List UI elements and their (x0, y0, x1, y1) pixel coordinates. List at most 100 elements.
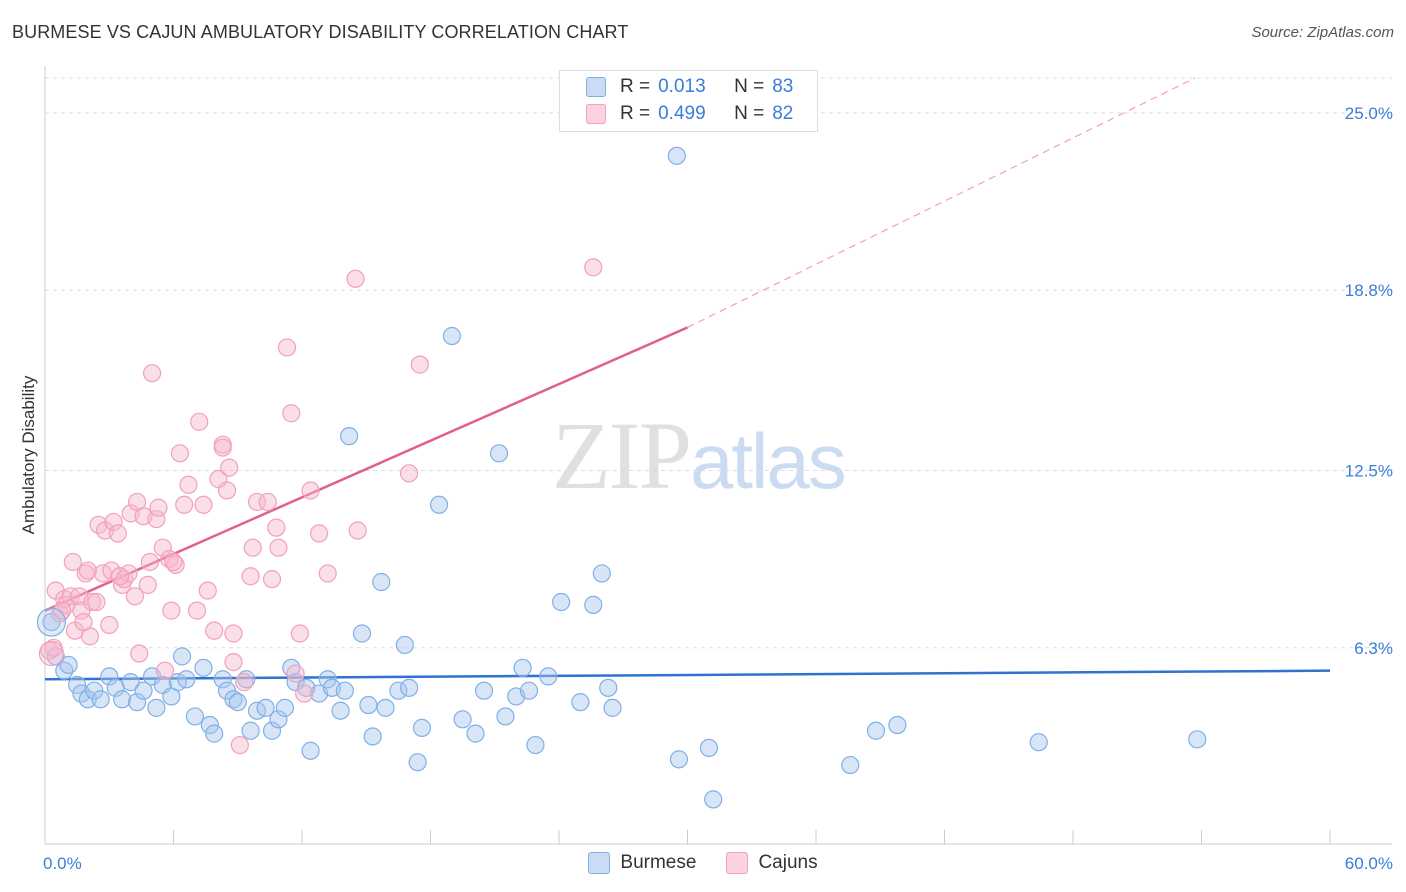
y-tick-label: 18.8% (1345, 281, 1393, 300)
legend-swatch-burmese (586, 77, 606, 97)
grid-lines (45, 77, 1392, 649)
burmese-point (888, 715, 907, 735)
cajuns-point (269, 538, 288, 557)
cajuns-point (153, 538, 172, 557)
burmese-point (127, 693, 147, 712)
cajuns-point (262, 570, 282, 589)
x-tick-label: 0.0% (43, 854, 82, 873)
burmese-point (301, 741, 320, 760)
burmese-point (237, 670, 256, 689)
burmese-point (340, 427, 359, 446)
burmese-point (172, 647, 192, 666)
cajuns-point (63, 552, 82, 572)
burmese-point (147, 698, 166, 717)
cajuns-point (108, 524, 127, 543)
cajuns-point (190, 412, 209, 431)
cajuns-point (104, 512, 123, 532)
burmese-point (526, 735, 545, 755)
burmese-point (429, 495, 449, 514)
burmese-point (331, 701, 350, 720)
cajuns-point (584, 258, 603, 277)
cajuns-point (130, 644, 149, 663)
axes (44, 66, 1392, 845)
burmese-point (376, 698, 395, 717)
cajuns-point (290, 624, 309, 643)
series-swatch-cajuns (726, 852, 749, 874)
burmese-point (466, 724, 485, 743)
burmese-point (408, 753, 427, 772)
burmese-point (262, 721, 282, 740)
burmese-point (134, 681, 153, 700)
data-points (36, 146, 1207, 809)
burmese-point (539, 667, 558, 686)
cajuns-point (267, 518, 286, 537)
burmese-point (389, 681, 408, 700)
watermark: ZIPatlas (552, 400, 847, 511)
burmese-point (1029, 733, 1048, 752)
cajuns-point (286, 664, 305, 683)
y-tick-label: 6.3% (1354, 639, 1393, 658)
burmese-point (100, 667, 119, 686)
cajuns-point (149, 498, 168, 517)
burmese-point (177, 670, 196, 689)
cajuns-point (258, 492, 277, 512)
burmese-cluster-point (36, 607, 67, 637)
series-label-burmese: Burmese (620, 852, 697, 873)
cajuns-point (198, 581, 217, 600)
burmese-point (91, 690, 110, 709)
burmese-point (372, 572, 391, 592)
burmese-point (241, 721, 260, 740)
legend-n-label: N = (734, 103, 765, 124)
burmese-point (584, 595, 603, 614)
burmese-point (699, 738, 719, 758)
burmese-point (399, 678, 419, 697)
burmese-point (552, 592, 571, 612)
tick-labels: 6.3% 12.5% 18.8% 25.0% 0.0% 60.0% Ambulatory D… (19, 104, 1393, 873)
burmese-point (513, 658, 532, 677)
cajuns-point (318, 564, 337, 583)
cajuns-point (155, 661, 175, 680)
series-legend: Burmese Cajuns (0, 852, 1406, 874)
burmese-point (213, 670, 232, 689)
cajuns-point (243, 538, 262, 557)
burmese-point (412, 718, 432, 737)
source-label: Source: ZipAtlas.com (1251, 24, 1394, 41)
burmese-point (603, 698, 622, 717)
burmese-point (194, 658, 213, 677)
legend-n-label: N = (734, 76, 765, 97)
burmese-point (121, 673, 140, 692)
burmese-point (1188, 730, 1207, 749)
burmese-trend-line (44, 669, 1331, 681)
cajuns-point (162, 601, 181, 620)
legend-r-value: 0.013 (658, 76, 706, 97)
cajuns-point (213, 438, 232, 457)
series-swatch-burmese (588, 852, 611, 874)
burmese-point (704, 790, 723, 809)
legend-r-label: R = (620, 76, 651, 97)
burmese-point (667, 146, 686, 165)
cajuns-point (138, 575, 157, 594)
cajuns-point (410, 355, 429, 374)
y-tick-label: 12.5% (1345, 461, 1393, 480)
cajuns-point (53, 601, 72, 620)
legend-n-value: 82 (772, 103, 794, 124)
cajuns-point (187, 601, 207, 620)
cajuns-point (74, 612, 93, 632)
cajuns-point (140, 552, 160, 572)
burmese-point (474, 681, 494, 700)
cajuns-point (220, 458, 239, 477)
legend-swatch-cajuns (586, 104, 606, 124)
series-legend-burmese[interactable]: Burmese (588, 852, 696, 874)
chart-title: BURMESE VS CAJUN AMBULATORY DISABILITY C… (12, 22, 629, 42)
burmese-point (453, 710, 472, 729)
cajuns-point (241, 567, 260, 586)
cajuns-point (83, 592, 102, 612)
burmese-point (205, 724, 224, 743)
series-legend-cajuns[interactable]: Cajuns (726, 852, 818, 874)
legend-n-value: 83 (772, 76, 794, 97)
burmese-point (352, 624, 372, 643)
cajuns-point (166, 555, 185, 574)
burmese-point (256, 698, 275, 717)
cajuns-point (125, 587, 145, 606)
